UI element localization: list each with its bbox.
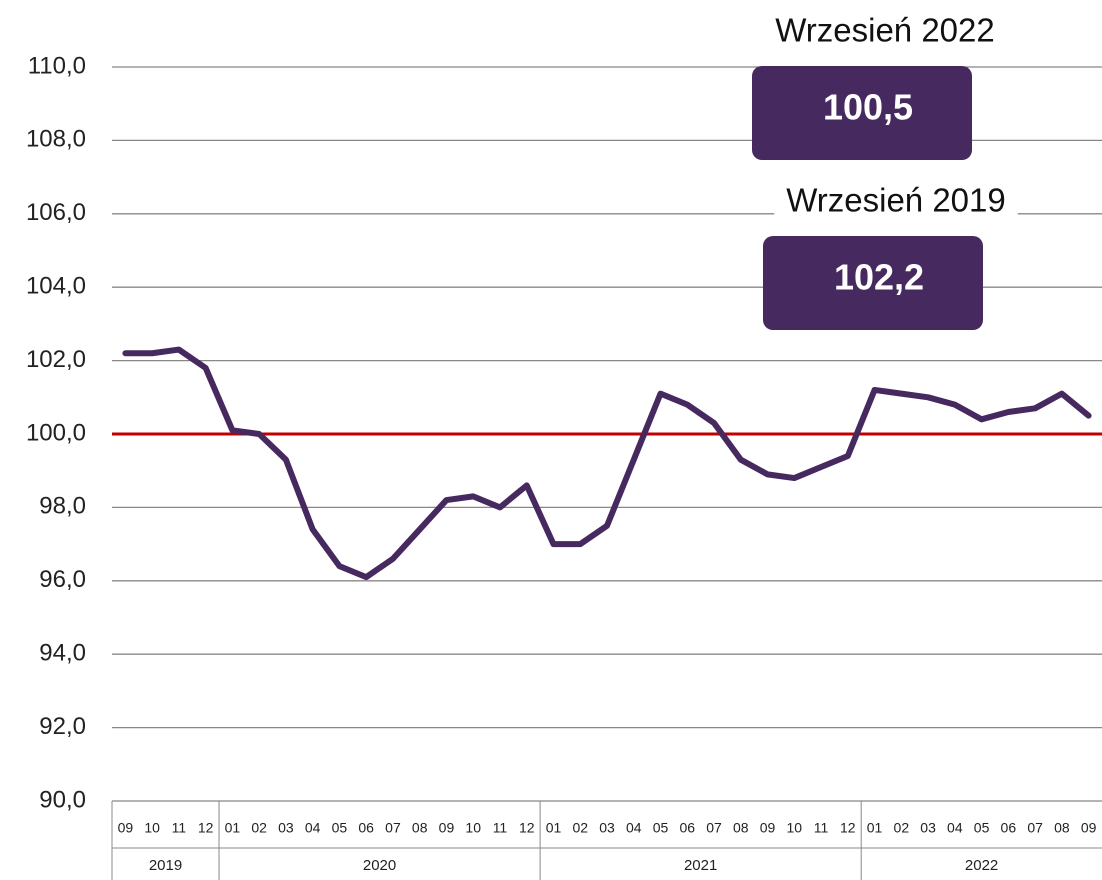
y-tick-label: 96,0: [39, 566, 86, 593]
x-tick-label: 03: [599, 820, 615, 836]
x-tick-label: 06: [679, 820, 695, 836]
x-tick-label: 03: [920, 820, 936, 836]
y-tick-label: 102,0: [26, 346, 86, 373]
data-line: [122, 346, 1092, 581]
year-label: 2022: [965, 857, 998, 874]
x-tick-label: 08: [733, 820, 749, 836]
annotation-title-bg: [774, 181, 1018, 219]
y-tick-label: 106,0: [26, 199, 86, 226]
x-tick-label: 04: [305, 820, 321, 836]
year-label: 2019: [149, 857, 182, 874]
y-tick-label: 100,0: [26, 419, 86, 446]
x-tick-label: 08: [1054, 820, 1070, 836]
year-label: 2020: [363, 857, 396, 874]
annotation-title: Wrzesień 2019: [786, 182, 1006, 219]
x-tick-label: 05: [653, 820, 669, 836]
x-tick-label: 12: [198, 820, 214, 836]
y-tick-label: 98,0: [39, 493, 86, 520]
x-tick-label: 11: [493, 820, 508, 836]
y-tick-label: 90,0: [39, 786, 86, 813]
x-tick-label: 09: [1081, 820, 1097, 836]
x-tick-label: 06: [1001, 820, 1017, 836]
annotation-box: [752, 66, 972, 160]
x-tick-label: 11: [172, 820, 187, 836]
x-tick-label: 02: [572, 820, 588, 836]
x-tick-label: 04: [947, 820, 963, 836]
y-tick-label: 110,0: [28, 52, 86, 79]
y-tick-label: 108,0: [26, 126, 86, 153]
x-tick-label: 09: [118, 820, 134, 836]
x-tick-label: 07: [706, 820, 722, 836]
x-tick-label: 07: [1027, 820, 1043, 836]
x-tick-label: 08: [412, 820, 428, 836]
x-tick-label: 12: [519, 820, 535, 836]
y-tick-label: 94,0: [39, 640, 86, 667]
x-tick-label: 01: [546, 820, 562, 836]
x-tick-label: 09: [760, 820, 776, 836]
x-tick-label: 05: [974, 820, 990, 836]
annotation-title: Wrzesień 2022: [775, 12, 995, 49]
x-tick-label: 02: [251, 820, 267, 836]
x-tick-label: 12: [840, 820, 856, 836]
year-label: 2021: [684, 857, 717, 874]
x-tick-label: 06: [358, 820, 374, 836]
x-tick-label: 03: [278, 820, 294, 836]
x-tick-label: 01: [867, 820, 883, 836]
x-tick-label: 10: [144, 820, 160, 836]
y-tick-label: 92,0: [39, 713, 86, 740]
x-tick-label: 10: [465, 820, 481, 836]
x-tick-label: 05: [332, 820, 348, 836]
x-tick-label: 10: [787, 820, 803, 836]
x-tick-label: 02: [894, 820, 910, 836]
x-tick-label: 04: [626, 820, 642, 836]
annotation-value: 100,5: [823, 87, 913, 128]
x-tick-label: 11: [814, 820, 829, 836]
x-tick-label: 09: [439, 820, 455, 836]
y-tick-label: 104,0: [26, 273, 86, 300]
annotation-value: 102,2: [834, 257, 924, 298]
x-tick-label: 01: [225, 820, 241, 836]
annotation-box: [763, 236, 983, 330]
annotation-title-bg: [763, 11, 1007, 49]
x-tick-label: 07: [385, 820, 401, 836]
